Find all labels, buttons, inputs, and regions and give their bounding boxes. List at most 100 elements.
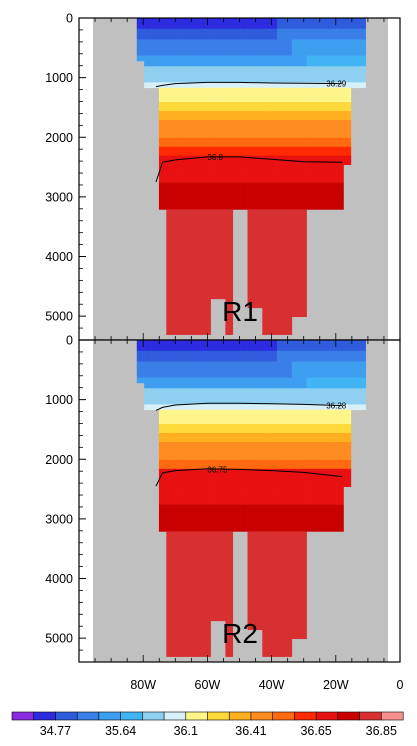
salinity-cell — [203, 372, 211, 378]
salinity-cell — [313, 415, 322, 425]
salinity-cell — [232, 55, 241, 62]
salinity-cell — [188, 522, 197, 532]
salinity-cell — [203, 71, 211, 78]
salinity-cell — [210, 209, 219, 219]
salinity-cell — [195, 531, 204, 541]
salinity-cell — [203, 200, 211, 210]
salinity-cell — [240, 404, 248, 411]
salinity-cell — [321, 77, 330, 83]
salinity-cell — [166, 272, 174, 282]
salinity-cell — [350, 377, 359, 384]
salinity-cell — [284, 377, 293, 384]
salinity-cell — [328, 55, 337, 62]
salinity-cell — [254, 111, 263, 121]
salinity-cell — [158, 495, 167, 505]
salinity-cell — [299, 18, 307, 24]
salinity-cell — [299, 298, 307, 309]
salinity-cell — [262, 128, 270, 139]
y-tick-label: 3000 — [45, 190, 73, 204]
salinity-cell — [299, 399, 307, 405]
salinity-cell — [306, 477, 315, 487]
salinity-cell — [291, 393, 300, 400]
salinity-cell — [321, 182, 330, 192]
salinity-cell — [262, 23, 270, 30]
salinity-cell — [210, 495, 219, 505]
salinity-cell — [254, 218, 263, 228]
salinity-cell — [254, 388, 263, 394]
salinity-cell — [336, 66, 344, 72]
salinity-cell — [173, 23, 182, 30]
salinity-cell — [313, 34, 322, 40]
salinity-cell — [254, 55, 263, 62]
salinity-cell — [217, 227, 226, 237]
salinity-cell — [240, 60, 248, 67]
salinity-cell — [166, 55, 174, 62]
salinity-cell — [254, 415, 263, 425]
salinity-cell — [336, 504, 344, 514]
salinity-cell — [343, 399, 352, 405]
salinity-cell — [188, 50, 197, 56]
salinity-cell — [321, 388, 330, 394]
salinity-cell — [217, 450, 226, 461]
salinity-cell — [203, 377, 211, 384]
salinity-cell — [291, 227, 300, 237]
salinity-cell — [321, 200, 330, 210]
salinity-cell — [203, 44, 211, 51]
salinity-cell — [291, 404, 300, 411]
salinity-cell — [336, 433, 344, 443]
salinity-cell — [173, 495, 182, 505]
salinity-cell — [144, 71, 152, 78]
salinity-cell — [151, 356, 160, 362]
salinity-cell — [225, 119, 234, 130]
salinity-cell — [173, 388, 182, 394]
salinity-cell — [210, 263, 219, 273]
salinity-cell — [269, 280, 278, 291]
salinity-cell — [328, 415, 337, 425]
salinity-cell — [269, 450, 278, 461]
salinity-cell — [240, 111, 248, 121]
salinity-cell — [173, 263, 182, 273]
salinity-cell — [151, 50, 160, 56]
salinity-cell — [291, 44, 300, 51]
y-tick-label: 3000 — [45, 512, 73, 526]
salinity-cell — [144, 345, 152, 352]
salinity-cell — [166, 415, 174, 425]
salinity-cell — [203, 567, 211, 577]
salinity-cell — [210, 531, 219, 541]
colorbar-swatch — [337, 711, 361, 721]
salinity-cell — [247, 254, 256, 264]
salinity-cell — [247, 459, 256, 470]
salinity-cell — [247, 361, 256, 368]
salinity-cell — [195, 540, 204, 550]
salinity-cell — [336, 513, 344, 523]
salinity-cell — [195, 361, 204, 368]
salinity-cell — [173, 254, 182, 264]
salinity-cell — [166, 450, 174, 461]
salinity-cell — [166, 325, 174, 335]
salinity-cell — [299, 513, 307, 523]
salinity-cell — [217, 399, 226, 405]
salinity-cell — [181, 77, 189, 83]
salinity-cell — [203, 504, 211, 514]
salinity-cell — [277, 71, 285, 78]
salinity-cell — [269, 60, 278, 67]
salinity-cell — [181, 522, 189, 532]
salinity-cell — [284, 513, 293, 523]
salinity-cell — [225, 289, 234, 300]
salinity-cell — [277, 236, 285, 246]
salinity-cell — [173, 173, 182, 183]
salinity-cell — [262, 245, 270, 255]
salinity-cell — [188, 200, 197, 210]
salinity-cell — [225, 468, 234, 479]
salinity-cell — [195, 345, 204, 352]
salinity-cell — [181, 340, 189, 346]
salinity-cell — [277, 450, 285, 461]
salinity-cell — [277, 486, 285, 496]
salinity-cell — [284, 585, 293, 595]
salinity-cell — [181, 39, 189, 46]
salinity-cell — [158, 66, 167, 72]
salinity-cell — [254, 393, 263, 400]
salinity-cell — [299, 245, 307, 255]
salinity-cell — [203, 77, 211, 83]
